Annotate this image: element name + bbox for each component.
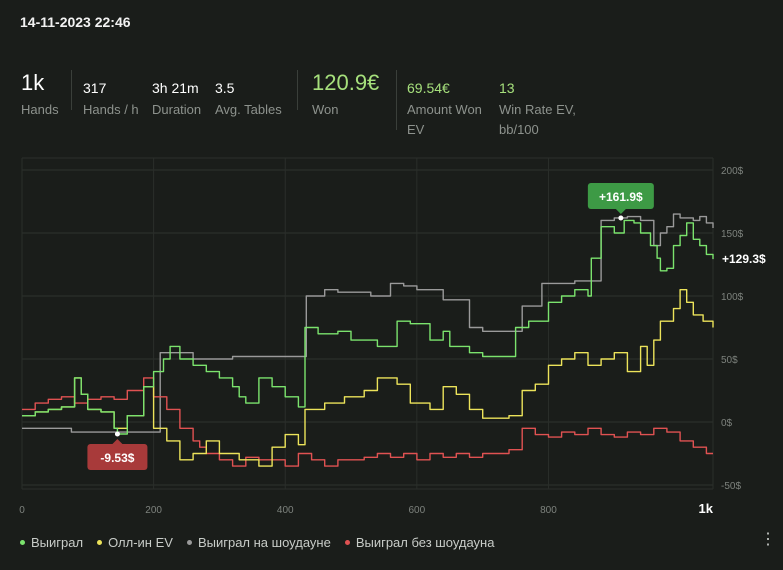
legend-dot-won [20, 540, 25, 545]
legend-item-won[interactable]: Выиграл [20, 535, 83, 550]
chart-area[interactable]: 200$ 150$ 100$ 50$ 0$ -50$ 0 200 400 600 800 1k +161… [0, 150, 783, 520]
stat-win-rate-ev: 13 Win Rate EV, bb/100 [499, 80, 576, 140]
series-line-2 [22, 213, 714, 433]
stat-amount-won-ev: 69.54€ Amount Won EV [407, 80, 482, 140]
legend-item-non-showdown[interactable]: Выиграл без шоудауна [344, 535, 495, 550]
max-label: +161.9$ [599, 190, 643, 204]
x-tick-label: 200 [145, 505, 162, 516]
divider [297, 70, 298, 110]
stat-amount-won-ev-label: Amount Won [407, 102, 482, 117]
y-tick-label: 50$ [721, 355, 738, 366]
series-line-1 [22, 289, 714, 467]
series-line-0 [22, 219, 714, 435]
legend-dot-showdown [186, 540, 192, 545]
y-tick-label: 100$ [721, 292, 744, 303]
stat-hands: 1k Hands [21, 70, 59, 120]
legend-label-allin-ev: Олл-ин EV [108, 535, 173, 550]
stat-won-value: 120.9€ [312, 70, 380, 95]
stat-hands-label: Hands [21, 102, 59, 117]
stat-duration-label: Duration [152, 102, 202, 117]
max-point-marker [618, 215, 624, 221]
stat-avg-tables: 3.5 Avg. Tables [215, 80, 282, 120]
min-label-box [87, 444, 148, 471]
x-tick-label: 0 [19, 505, 25, 516]
legend-label-showdown: Выиграл на шоудауне [197, 535, 331, 550]
min-point-marker [114, 431, 120, 437]
legend-dot-allin-ev [97, 540, 103, 545]
stat-avg-tables-label: Avg. Tables [215, 102, 282, 117]
divider [71, 70, 72, 110]
divider [396, 70, 397, 130]
stat-amount-won-ev-value: 69.54€ [407, 80, 450, 96]
legend-item-allin-ev[interactable]: Олл-ин EV [97, 535, 173, 550]
stat-avg-tables-value: 3.5 [215, 80, 235, 96]
stat-hands-per-hour: 317 Hands / h [83, 80, 139, 120]
legend: Выиграл Олл-ин EV Выиграл на шоудауне Вы… [20, 535, 494, 550]
stat-amount-won-ev-label-2: EV [407, 122, 425, 137]
stat-win-rate-ev-value: 13 [499, 80, 515, 96]
stat-duration-value: 3h 21m [152, 80, 199, 96]
min-label: -9.53$ [100, 451, 134, 465]
stat-win-rate-ev-label: Win Rate EV, [499, 102, 576, 117]
stat-won: 120.9€ Won [312, 70, 379, 120]
y-tick-label: 0$ [721, 418, 733, 429]
series-line-3 [22, 377, 713, 467]
more-options-icon[interactable]: ⋮ [760, 531, 776, 548]
bankroll-chart[interactable]: 200$ 150$ 100$ 50$ 0$ -50$ 0 200 400 600 800 1k +161… [0, 150, 783, 520]
min-label-pointer [112, 439, 123, 445]
x-tick-label: 600 [409, 505, 426, 516]
stat-duration: 3h 21m Duration [152, 80, 201, 120]
legend-label-non-showdown: Выиграл без шоудауна [355, 535, 495, 550]
x-tick-label: 1k [699, 501, 714, 516]
final-value-label: +129.3$ [722, 252, 766, 266]
max-label-pointer [615, 209, 626, 215]
y-tick-label: 150$ [721, 229, 744, 240]
x-tick-label: 400 [277, 505, 294, 516]
legend-dot-non-showdown [344, 540, 350, 545]
x-tick-label: 800 [540, 505, 557, 516]
stats-bar: 1k Hands 317 Hands / h 3h 21m Duration 3… [0, 64, 783, 144]
stat-won-label: Won [312, 102, 339, 117]
y-tick-label: 200$ [721, 166, 744, 177]
stat-hands-per-hour-label: Hands / h [83, 102, 139, 117]
stat-hands-value: 1k [21, 70, 45, 95]
legend-item-showdown[interactable]: Выиграл на шоудауне [186, 535, 331, 550]
legend-label-won: Выиграл [31, 535, 84, 550]
stat-win-rate-ev-label-2: bb/100 [499, 122, 539, 137]
session-datetime: 14-11-2023 22:46 [20, 14, 131, 30]
max-label-box [587, 183, 654, 210]
y-tick-label: -50$ [721, 481, 741, 492]
stat-hands-per-hour-value: 317 [83, 80, 107, 96]
